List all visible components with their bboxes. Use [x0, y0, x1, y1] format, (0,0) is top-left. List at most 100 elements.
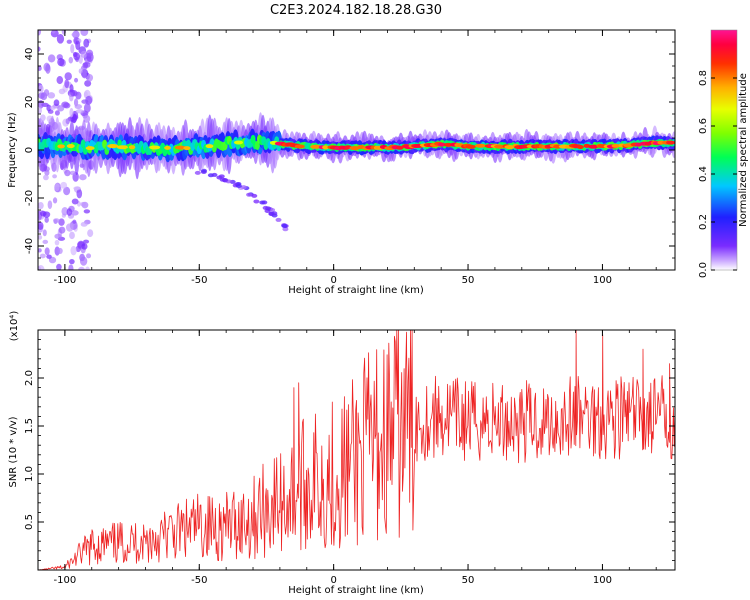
snr-ticks: -100 -50 0 50 100 0.5 1.0 1.5 2.0	[24, 330, 675, 586]
noise-blob	[53, 99, 60, 107]
noise-blob	[83, 114, 91, 123]
noise-blob	[80, 221, 88, 227]
noise-blob	[69, 258, 75, 265]
colorbar-ticks: 0.0 0.2 0.4 0.6 0.8	[698, 70, 737, 278]
streak-blob	[261, 200, 268, 205]
band-peak	[205, 144, 214, 149]
spectrogram-heatmap	[38, 30, 675, 270]
x-tick-label: 100	[593, 575, 612, 586]
noise-blob	[66, 39, 72, 44]
streak-blob	[221, 178, 228, 183]
noise-blob	[86, 253, 92, 259]
noise-blob	[58, 218, 65, 226]
noise-blob	[43, 174, 49, 181]
streak-blob	[251, 193, 258, 198]
x-tick-label: -100	[54, 275, 77, 286]
noise-blob	[60, 181, 68, 189]
noise-blob	[66, 208, 73, 216]
snr-series-line	[38, 330, 675, 570]
x-tick-label: 50	[462, 275, 475, 286]
noise-blob	[79, 174, 87, 181]
band-peak	[85, 146, 95, 151]
noise-blob	[71, 32, 77, 37]
noise-blob	[47, 54, 56, 63]
band-peak	[611, 143, 621, 148]
band-peak	[474, 143, 486, 148]
noise-blob	[38, 46, 41, 52]
spectrogram-ylabel: Frequency (Hz)	[7, 112, 18, 188]
noise-blob	[58, 226, 66, 234]
noise-blob	[57, 57, 65, 67]
noise-blob	[46, 104, 52, 112]
streak-blob	[253, 199, 260, 204]
noise-blob	[43, 89, 50, 97]
noise-blob	[51, 30, 56, 34]
y-tick-label: 1.5	[24, 418, 35, 434]
noise-blob	[75, 245, 81, 253]
band-peak	[66, 144, 75, 149]
streak-blob	[200, 168, 207, 173]
y-tick-label: 2.0	[24, 370, 35, 386]
noise-blob	[70, 245, 77, 256]
band-peak	[183, 146, 191, 151]
snr-ylabel: SNR (10 * v/v)	[8, 416, 19, 487]
colorbar-label: Normalized spectral amplitude	[738, 73, 749, 227]
noise-blob	[38, 248, 42, 253]
band-peak	[576, 144, 584, 149]
noise-blob	[54, 239, 60, 246]
noise-blob	[39, 253, 46, 259]
noise-blob	[44, 247, 50, 256]
band-peak	[666, 140, 675, 145]
noise-blob	[83, 209, 91, 214]
spectrogram-panel: -100 -50 0 50 100 -40 -20 0 20 40 Height of strai…	[7, 29, 676, 296]
noise-blob	[58, 88, 66, 95]
noise-blob	[38, 84, 44, 94]
noise-blob	[38, 221, 44, 230]
noise-blob	[74, 104, 83, 110]
band-peak	[437, 142, 446, 147]
colorbar: 0.0 0.2 0.4 0.6 0.8 Normalized spectral ampl…	[698, 29, 749, 278]
snr-panel: -100 -50 0 50 100 0.5 1.0 1.5 2.0 Height of stra…	[8, 311, 676, 596]
band-peak	[116, 145, 128, 150]
y-tick-label: -20	[24, 190, 35, 206]
noise-blob	[83, 103, 91, 113]
streak-blob	[246, 192, 253, 197]
noise-blob	[86, 49, 94, 57]
x-tick-label: 50	[462, 575, 475, 586]
noise-blob	[38, 99, 44, 109]
band-peak	[107, 144, 119, 149]
noise-blob	[75, 40, 81, 51]
noise-blob	[63, 186, 71, 196]
noise-blob	[40, 114, 46, 122]
noise-blob	[84, 80, 92, 87]
noise-blob	[78, 68, 83, 74]
snr-y-multiplier: (x10⁴)	[9, 311, 20, 342]
x-tick-label: 0	[330, 275, 336, 286]
noise-blob	[44, 216, 49, 223]
band-peak	[233, 140, 244, 145]
band-peak	[504, 145, 515, 150]
y-tick-label: 20	[24, 96, 35, 109]
noise-blob	[76, 188, 83, 199]
noise-blob	[74, 77, 79, 83]
streak-blob	[240, 185, 247, 190]
noise-blob	[86, 74, 94, 82]
noise-blob	[56, 76, 64, 85]
noise-blob	[82, 71, 87, 79]
noise-blob	[38, 201, 44, 210]
snr-frame	[37, 329, 676, 571]
y-tick-label: -40	[24, 238, 35, 254]
streak-blob	[235, 183, 242, 188]
noise-blob	[42, 239, 49, 245]
band-peak	[588, 144, 599, 149]
noise-blob	[65, 118, 70, 125]
noise-blob	[68, 56, 74, 64]
noise-blob	[42, 229, 47, 237]
band-peak	[164, 145, 171, 150]
band-peak	[494, 144, 506, 149]
noise-blob	[80, 50, 88, 58]
noise-blob	[85, 95, 93, 105]
noise-blob	[38, 65, 42, 71]
noise-blob	[75, 91, 82, 100]
noise-blob	[69, 231, 75, 240]
